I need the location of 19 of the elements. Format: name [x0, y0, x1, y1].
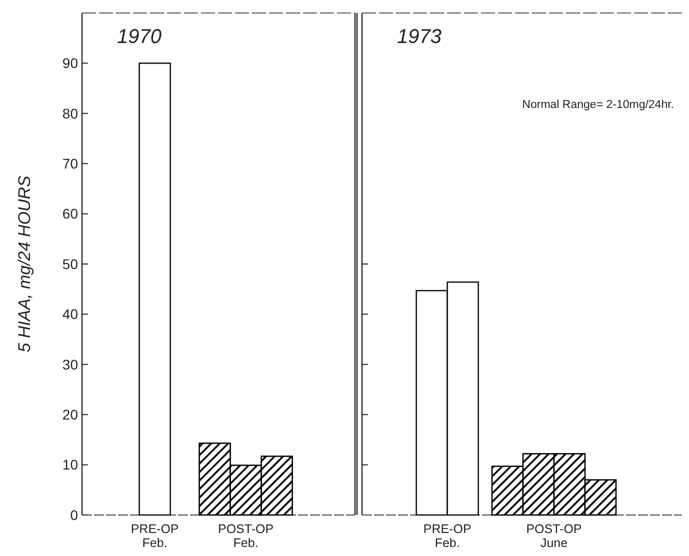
- x-tick-label: POST-OP Feb.: [218, 522, 274, 550]
- y-tick-label: 20: [62, 406, 78, 422]
- annotation: Normal Range= 2-10mg/24hr.: [522, 99, 674, 111]
- x-tick-label: POST-OP June: [526, 522, 582, 550]
- text: 1970: [117, 26, 162, 48]
- x-tick-label: PRE-OP Feb.: [423, 522, 472, 550]
- y-tick-label: 90: [62, 55, 78, 72]
- y-tick-label: 50: [62, 256, 78, 272]
- y-axis-title: 5 HIAA, mg/24 HOURS: [15, 175, 34, 352]
- y-tick-label: 30: [62, 356, 78, 372]
- bar: [138, 62, 171, 516]
- y-tick-label: 70: [62, 156, 78, 172]
- y-tick-label: 40: [62, 306, 78, 322]
- y-tick-label: 60: [62, 206, 78, 222]
- text: 1973: [397, 26, 442, 48]
- x-tick-label: PRE-OP Feb.: [130, 522, 179, 550]
- y-tick-label: 10: [62, 456, 78, 473]
- y-tick-label: 80: [62, 105, 78, 122]
- y-tick-label: 0: [70, 506, 78, 523]
